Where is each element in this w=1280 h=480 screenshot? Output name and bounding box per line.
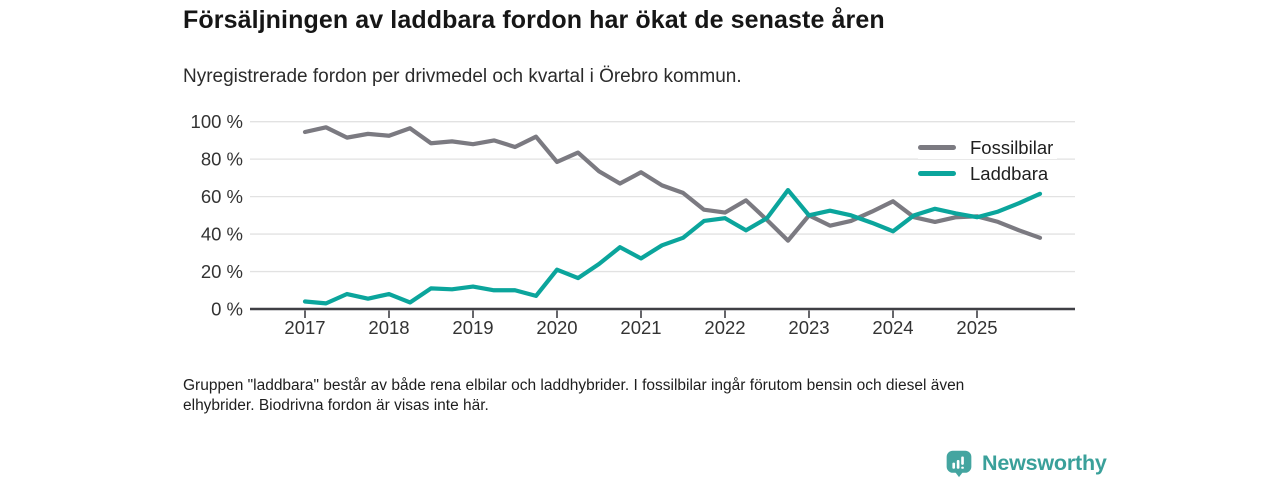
legend-item-laddbara: Laddbara <box>918 162 1058 185</box>
laddbara-line-swatch <box>918 171 956 176</box>
x-tick-label: 2018 <box>368 317 409 338</box>
legend-item-fossilbilar: Fossilbilar <box>918 136 1058 159</box>
y-tick-label: 40 % <box>201 224 243 245</box>
footnote-line-2: elhybrider. Biodrivna fordon är visas in… <box>183 397 489 414</box>
legend: Fossilbilar Laddbara <box>918 136 1058 185</box>
newsworthy-wordmark: Newsworthy <box>982 451 1107 475</box>
fossilbilar-line-swatch <box>918 145 956 150</box>
series-line-laddbara <box>302 187 1043 306</box>
y-tick-label: 0 % <box>211 299 243 320</box>
x-tick-label: 2024 <box>872 317 913 338</box>
x-tick-label: 2025 <box>956 317 997 338</box>
line-chart: 2017 2018 2019 2020 2021 2022 2023 2024 2025 0 % 2… <box>191 111 1075 338</box>
legend-label-laddbara: Laddbara <box>970 162 1049 184</box>
y-tick-label: 80 % <box>201 149 243 170</box>
y-tick-label: 100 % <box>191 111 243 132</box>
y-tick-label: 60 % <box>201 186 243 207</box>
x-tick-label: 2021 <box>620 317 661 338</box>
newsworthy-logo-icon <box>946 450 972 478</box>
x-tick-label: 2017 <box>284 317 325 338</box>
series-line-fossilbilar <box>302 125 1043 243</box>
x-tick-label: 2019 <box>452 317 493 338</box>
x-tick-label: 2023 <box>788 317 829 338</box>
legend-label-fossilbilar: Fossilbilar <box>970 136 1054 158</box>
chart-subtitle: Nyregistrerade fordon per drivmedel och … <box>183 66 742 87</box>
chart-title: Försäljningen av laddbara fordon har öka… <box>183 6 885 34</box>
x-tick-label: 2020 <box>536 317 577 338</box>
footnote: Gruppen "laddbara" består av både rena e… <box>183 376 964 416</box>
y-tick-label: 20 % <box>201 261 243 282</box>
footnote-line-1: Gruppen "laddbara" består av både rena e… <box>183 377 965 394</box>
x-tick-label: 2022 <box>704 317 745 338</box>
newsworthy-brand: Newsworthy <box>944 448 1107 479</box>
